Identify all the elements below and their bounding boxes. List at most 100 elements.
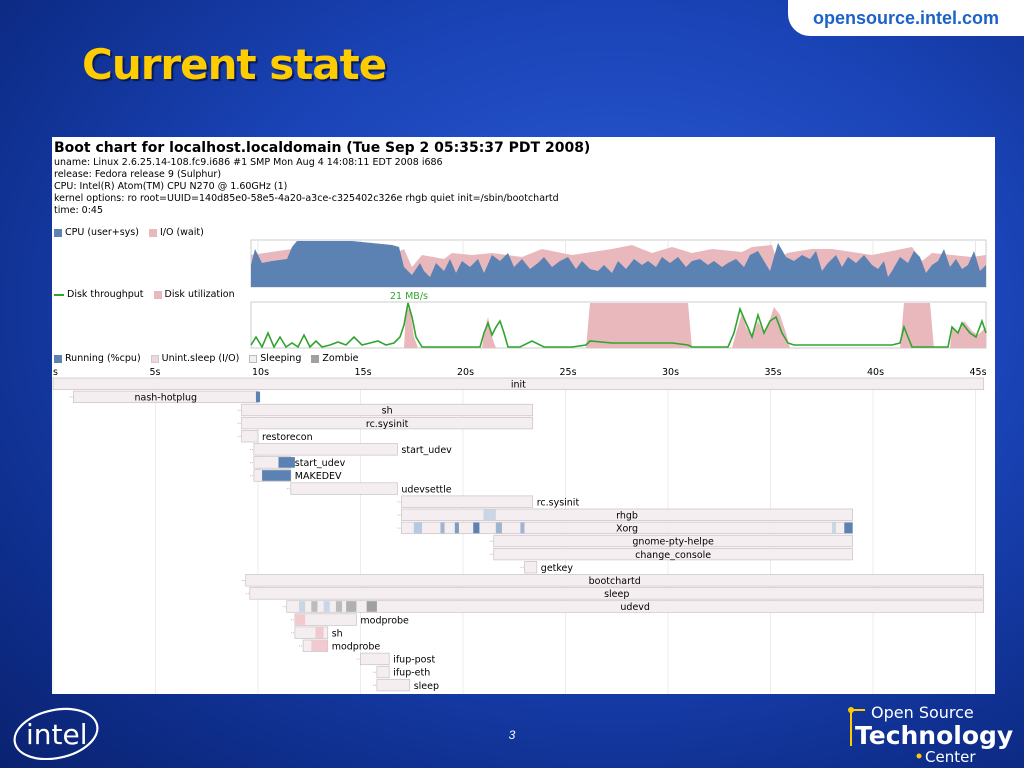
process-label: modprobe bbox=[332, 642, 381, 653]
process-bar bbox=[401, 508, 853, 521]
process-label: getkey bbox=[541, 563, 574, 574]
process-label: change_console bbox=[635, 550, 711, 561]
process-bar bbox=[360, 652, 390, 666]
activity-mark bbox=[520, 522, 525, 534]
watermark-text: opensource.intel.com bbox=[812, 7, 1000, 28]
io-swatch-icon bbox=[148, 228, 157, 237]
process-bar bbox=[524, 561, 538, 574]
process-bar bbox=[376, 665, 390, 679]
activity-mark bbox=[335, 601, 343, 612]
axis-tick-label: 35s bbox=[765, 367, 782, 378]
axis-tick-label: 30s bbox=[662, 367, 679, 378]
process-row: rc.sysinit bbox=[397, 495, 580, 508]
process-label: init bbox=[511, 380, 526, 391]
info-release: release: Fedora release 9 (Sulphur) bbox=[54, 169, 222, 180]
process-bar bbox=[493, 547, 853, 561]
activity-mark bbox=[315, 627, 324, 638]
process-row: Xorg bbox=[397, 521, 853, 535]
process-label: rc.sysinit bbox=[366, 419, 409, 430]
process-row: sh bbox=[290, 626, 343, 639]
legend-io: I/O (wait) bbox=[148, 227, 204, 238]
process-bar bbox=[294, 626, 329, 639]
process-label: udevd bbox=[620, 602, 650, 613]
slide-title: Current state bbox=[82, 40, 387, 89]
page-number: 3 bbox=[508, 728, 516, 742]
process-row: getkey bbox=[520, 561, 574, 574]
activity-mark bbox=[495, 522, 502, 534]
process-label: start_udev bbox=[401, 445, 452, 456]
throughput-swatch-icon bbox=[54, 293, 64, 296]
activity-mark bbox=[366, 601, 377, 612]
activity-mark bbox=[844, 522, 853, 534]
info-uname: uname: Linux 2.6.25.14-108.fc9.i686 #1 S… bbox=[54, 157, 443, 168]
process-row: restorecon bbox=[237, 430, 313, 443]
process-row: rc.sysinit bbox=[237, 416, 534, 430]
axis-tick-label: 20s bbox=[457, 367, 474, 378]
legend-utilization: Disk utilization bbox=[153, 289, 235, 300]
process-label: rhgb bbox=[616, 511, 638, 522]
process-bar bbox=[241, 416, 534, 430]
process-rows: init nash-hotplug sh rc.sysinit restorecon st… bbox=[52, 377, 985, 692]
ostc-line2: Technology bbox=[855, 721, 1013, 750]
unint-swatch-icon bbox=[150, 354, 159, 363]
legend-zombie-label: Zombie bbox=[322, 353, 359, 364]
ostc-logo: Open Source Technology Center bbox=[848, 703, 1013, 764]
process-legend: Running (%cpu) Unint.sleep (I/O) Sleepin… bbox=[54, 353, 358, 364]
utilization-swatch-icon bbox=[153, 290, 162, 299]
activity-mark bbox=[262, 470, 291, 481]
activity-mark bbox=[294, 614, 306, 625]
process-label: udevsettle bbox=[401, 484, 451, 495]
process-row: ifup-post bbox=[356, 652, 435, 666]
process-label: modprobe bbox=[360, 615, 409, 626]
running-swatch-icon bbox=[54, 354, 62, 363]
process-label: rc.sysinit bbox=[537, 497, 580, 508]
disk-throughput-line bbox=[250, 302, 987, 349]
process-bar bbox=[290, 482, 398, 495]
process-row: udevsettle bbox=[286, 482, 452, 495]
cpu-usage-area bbox=[251, 241, 986, 287]
axis-tick-label: 25s bbox=[560, 367, 577, 378]
legend-throughput-label: Disk throughput bbox=[67, 289, 144, 300]
process-row: sleep bbox=[245, 587, 985, 600]
process-row: change_console bbox=[489, 547, 853, 561]
bootchart-heading: Boot chart for localhost.localdomain (Tu… bbox=[54, 140, 591, 156]
ostc-line1: Open Source bbox=[871, 703, 974, 722]
info-time: time: 0:45 bbox=[54, 205, 104, 216]
cpu-legend: CPU (user+sys) I/O (wait) bbox=[54, 227, 204, 238]
activity-mark bbox=[413, 522, 422, 534]
process-bar bbox=[52, 377, 985, 390]
info-kernel-options: kernel options: ro root=UUID=140d85e0-58… bbox=[54, 193, 559, 204]
legend-unint-label: Unint.sleep (I/O) bbox=[161, 353, 240, 364]
disk-utilization-area bbox=[251, 303, 986, 348]
activity-mark bbox=[832, 522, 837, 534]
axis-tick-label: s bbox=[53, 367, 58, 378]
process-label: ifup-eth bbox=[393, 668, 430, 679]
process-label: sh bbox=[382, 406, 393, 417]
process-bar bbox=[286, 600, 985, 613]
process-label: restorecon bbox=[262, 432, 313, 443]
process-bar bbox=[493, 534, 853, 548]
legend-sleeping-label: Sleeping bbox=[260, 353, 302, 364]
ostc-line3: Center bbox=[925, 748, 976, 764]
process-row: gnome-pty-helpe bbox=[489, 534, 853, 548]
legend-io-label: I/O (wait) bbox=[159, 227, 204, 238]
process-row: start_udev bbox=[249, 443, 452, 456]
legend-running-label: Running (%cpu) bbox=[65, 353, 141, 364]
process-row: udevd bbox=[282, 600, 985, 613]
process-label: Xorg bbox=[616, 524, 638, 535]
legend-cpu-label: CPU (user+sys) bbox=[65, 227, 139, 238]
legend-sleeping: Sleeping bbox=[249, 353, 301, 364]
process-row: nash-hotplug bbox=[69, 390, 259, 404]
activity-mark bbox=[311, 640, 328, 652]
legend-cpu: CPU (user+sys) bbox=[54, 227, 139, 238]
bootchart-panel: Boot chart for localhost.localdomain (Tu… bbox=[52, 137, 995, 694]
process-bar bbox=[241, 430, 259, 443]
intel-logo: intel bbox=[13, 707, 99, 760]
process-bar bbox=[376, 678, 411, 692]
activity-mark bbox=[440, 522, 445, 534]
axis-tick-label: 10s bbox=[252, 367, 269, 378]
sleeping-swatch-icon bbox=[249, 354, 258, 363]
activity-mark bbox=[473, 522, 480, 534]
activity-mark bbox=[454, 522, 459, 534]
bootchart-header: Boot chart for localhost.localdomain (Tu… bbox=[54, 139, 590, 217]
